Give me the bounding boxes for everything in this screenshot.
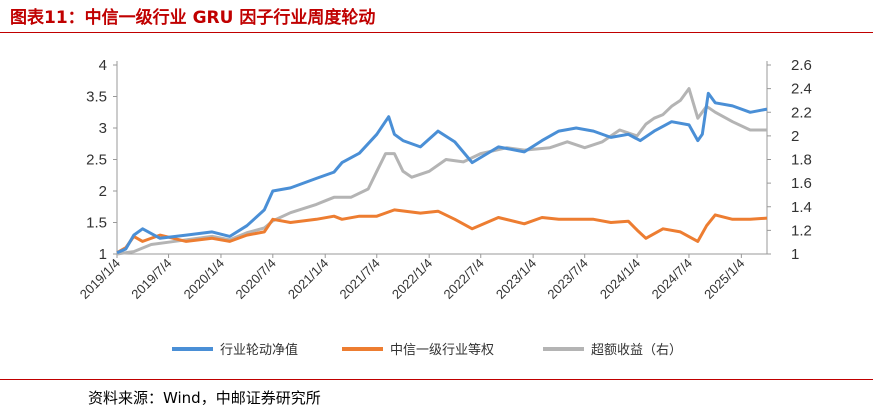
series-lines (116, 87, 768, 256)
right-tick-label: 2 (791, 128, 799, 145)
series-line-0 (116, 91, 768, 255)
right-y-axis: 1 1.2 1.4 1.6 1.8 2 2.2 2.4 2.6 (766, 57, 812, 263)
left-tick-label: 4 (99, 57, 107, 74)
right-tick-label: 1.8 (791, 152, 812, 169)
figure-title: 图表11：中信一级行业 GRU 因子行业周度轮动 (10, 8, 376, 28)
legend-label-1: 中信一级行业等权 (390, 342, 494, 358)
left-tick-label: 1 (99, 246, 107, 263)
right-tick-label: 1 (791, 246, 799, 263)
left-tick-label: 3.5 (86, 89, 107, 106)
right-tick-label: 1.2 (791, 222, 812, 239)
line-chart: 1 1.5 2 2.5 3 3.5 4 1 1.2 1.4 1.6 1.8 2 2.2 2.4 2.6 20… (77, 57, 812, 358)
right-tick-label: 2.2 (791, 104, 812, 121)
legend: 行业轮动净值 中信一级行业等权 超额收益（右） (172, 342, 682, 358)
x-tick-label: 2024/7/4 (649, 256, 695, 302)
x-tick-label: 2022/1/4 (389, 256, 435, 302)
x-tick-label: 2021/7/4 (337, 256, 383, 302)
x-axis: 2019/1/4 2019/7/4 2020/1/4 2020/7/4 2021/1/4… (77, 253, 767, 302)
x-tick-label: 2023/7/4 (544, 256, 590, 302)
right-tick-label: 1.4 (791, 199, 812, 216)
x-tick-label: 2020/7/4 (233, 256, 279, 302)
legend-label-2: 超额收益（右） (591, 343, 682, 358)
left-y-axis: 1 1.5 2 2.5 3 3.5 4 (86, 57, 118, 263)
x-tick-label: 2020/1/4 (181, 256, 227, 302)
left-tick-label: 2 (99, 183, 107, 200)
source-note: 资料来源：Wind，中邮证券研究所 (88, 389, 321, 407)
x-tick-label: 2023/1/4 (493, 256, 539, 302)
right-tick-label: 1.6 (791, 175, 812, 192)
x-tick-label: 2025/1/4 (701, 256, 747, 302)
series-line-1 (116, 208, 768, 255)
right-tick-label: 2.4 (791, 81, 812, 98)
left-tick-label: 2.5 (86, 152, 107, 169)
x-tick-label: 2021/1/4 (285, 256, 331, 302)
footer-divider (0, 379, 873, 380)
right-tick-label: 2.6 (791, 57, 812, 74)
x-tick-label: 2019/7/4 (128, 256, 174, 302)
left-tick-label: 3 (99, 120, 107, 137)
left-tick-label: 1.5 (86, 215, 107, 232)
title-divider (0, 32, 873, 33)
x-tick-label: 2024/1/4 (597, 256, 643, 302)
legend-label-0: 行业轮动净值 (220, 342, 298, 358)
x-tick-label: 2022/7/4 (440, 256, 486, 302)
series-line-2 (116, 87, 767, 256)
